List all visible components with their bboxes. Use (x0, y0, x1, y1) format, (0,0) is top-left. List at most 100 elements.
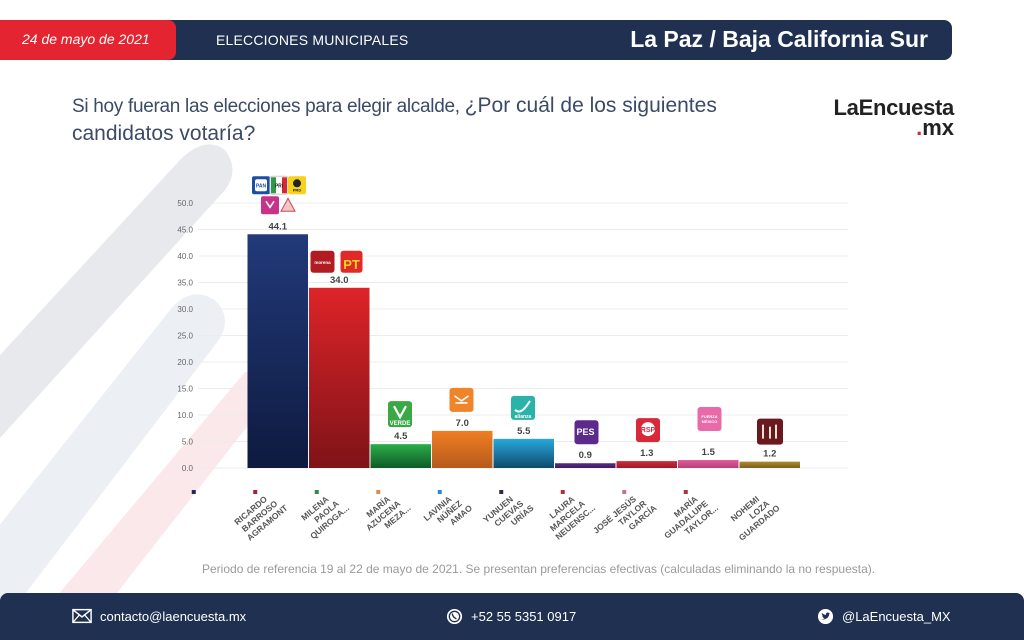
party-logo-group: RSP (636, 418, 660, 443)
category-marker (376, 490, 381, 494)
value-label: 1.5 (702, 447, 716, 458)
category-label: LAVINIANÚÑEZAMAO (422, 487, 475, 538)
value-label: 7.0 (456, 418, 469, 429)
envelope-icon (72, 608, 92, 624)
header-dark-band (150, 20, 952, 60)
brand-tld: mx (922, 115, 954, 140)
title-part-2: ¿Por cuál de los siguientes candidatos v… (72, 94, 717, 145)
y-tick-label: 15.0 (177, 385, 193, 394)
category-label: YUNUENCUEVASURÍAS (481, 487, 536, 540)
y-tick-label: 25.0 (177, 332, 193, 341)
bar (493, 438, 554, 468)
twitter-icon (817, 608, 834, 625)
category-labels: RICARDOBARROSOAGRAMONT MILENAPAOLAQUIROGA… (191, 487, 782, 551)
category-marker (499, 490, 504, 494)
svg-text:morena: morena (314, 260, 331, 265)
bar (247, 234, 308, 468)
footer-email[interactable]: contacto@laencuesta.mx (72, 608, 246, 624)
footnote: Periodo de referencia 19 al 22 de mayo d… (202, 562, 876, 576)
bar (555, 463, 616, 468)
category-label: NOHEMILOZAGUARDADO (724, 487, 782, 542)
party-logo-alianza-icon: alianza (511, 395, 535, 420)
party-logo-pes-icon: PES (574, 420, 599, 445)
bar (616, 461, 677, 468)
category-marker (191, 490, 196, 494)
category-label: JOSÉ JESÚSTAYLORGARCÍA (590, 487, 658, 551)
category-marker (683, 490, 688, 494)
footer-bar: contacto@laencuesta.mx +52 55 5351 0917 … (0, 593, 1024, 640)
category-label: MARÍAGUADALUPETAYLOR... (656, 487, 720, 548)
svg-text:PES: PES (576, 427, 594, 437)
svg-text:PAN: PAN (256, 183, 267, 189)
bars (247, 234, 800, 468)
party-logo-group: morena PT (310, 250, 363, 273)
party-logo-prs-icon (280, 197, 296, 212)
party-logo-morena-v-icon (261, 196, 279, 215)
y-tick-label: 5.0 (182, 438, 194, 447)
value-label: 5.5 (517, 426, 531, 437)
title-part-1: Si hoy fueran las elecciones para elegir… (72, 96, 465, 117)
footer-phone[interactable]: +52 55 5351 0917 (446, 608, 576, 625)
bar (370, 444, 431, 468)
whatsapp-icon (446, 608, 463, 625)
brand-name: LaEncuesta (833, 95, 955, 120)
party-logo-group: PAN PRI PRD (252, 175, 306, 215)
value-label: 44.1 (269, 221, 288, 232)
category-marker (622, 490, 627, 494)
y-tick-label: 45.0 (177, 226, 193, 235)
y-tick-label: 10.0 (177, 411, 193, 420)
value-label: 0.9 (579, 450, 592, 461)
y-tick-label: 0.0 (182, 464, 194, 473)
party-logo-verde-icon: VERDE (388, 401, 412, 428)
value-label: 1.2 (763, 449, 776, 460)
y-tick-label: 40.0 (177, 252, 193, 261)
brand-tld-wrap: .mx (820, 115, 954, 140)
party-logo-morena-icon: morena (310, 250, 335, 273)
party-logo-pri-icon: PRI (269, 175, 289, 195)
svg-text:PRI: PRI (275, 183, 284, 189)
category-marker (560, 490, 565, 494)
party-logo-pt-icon: PT (340, 250, 363, 273)
y-tick-label: 35.0 (177, 279, 193, 288)
category-label: LAURAMARCELANEUENSC... (540, 487, 597, 541)
party-logo-group (449, 387, 474, 412)
party-logo-group: PES (574, 420, 599, 445)
value-labels: 44.1 34.0 4.5 7.0 5.5 0.9 1.3 1.5 1.2 (269, 221, 777, 461)
party-logo-group (757, 418, 783, 445)
header-date-badge (0, 20, 176, 60)
svg-text:VERDE: VERDE (390, 421, 411, 427)
y-tick-label: 20.0 (177, 358, 193, 367)
footer-email-text: contacto@laencuesta.mx (100, 608, 247, 624)
category-marker (314, 490, 319, 494)
svg-text:FUERZA: FUERZA (701, 414, 717, 419)
header-location: La Paz / Baja California Sur (630, 26, 928, 52)
category-label: RICARDOBARROSOAGRAMONT (232, 487, 290, 543)
party-logo-prd-icon: PRD (288, 176, 306, 195)
header-bar: 24 de mayo de 2021 ELECCIONES MUNICIPALE… (0, 20, 952, 60)
header-date: 24 de mayo de 2021 (22, 31, 150, 47)
party-logo-corriente-icon (757, 418, 783, 445)
y-tick-label: 50.0 (177, 199, 193, 208)
svg-text:RSP: RSP (641, 427, 656, 434)
party-logo-group: alianza (511, 395, 535, 420)
brand-logo: LaEncuesta .mx (820, 95, 955, 140)
bar (678, 460, 739, 468)
svg-text:PRD: PRD (293, 187, 302, 192)
footer-twitter-text: @LaEncuesta_MX (842, 609, 951, 624)
category-label: MARÍAAZUCENAMEZA... (358, 487, 413, 540)
category-marker (253, 490, 258, 494)
party-logo-rsp-icon: RSP (636, 418, 660, 443)
svg-text:MÉXICO: MÉXICO (702, 419, 718, 424)
party-logo-pan-icon: PAN (252, 176, 270, 195)
category-label: MILENAPAOLAQUIROGA... (295, 487, 351, 541)
y-tick-label: 30.0 (177, 305, 193, 314)
svg-text:PT: PT (343, 257, 360, 272)
footer-phone-text: +52 55 5351 0917 (471, 609, 577, 624)
value-label: 34.0 (330, 275, 349, 286)
footer-twitter[interactable]: @LaEncuesta_MX (817, 608, 951, 625)
header-section-title: ELECCIONES MUNICIPALES (216, 32, 409, 48)
chart-title: Si hoy fueran las elecciones para elegir… (72, 92, 812, 148)
svg-text:alianza: alianza (515, 414, 532, 420)
